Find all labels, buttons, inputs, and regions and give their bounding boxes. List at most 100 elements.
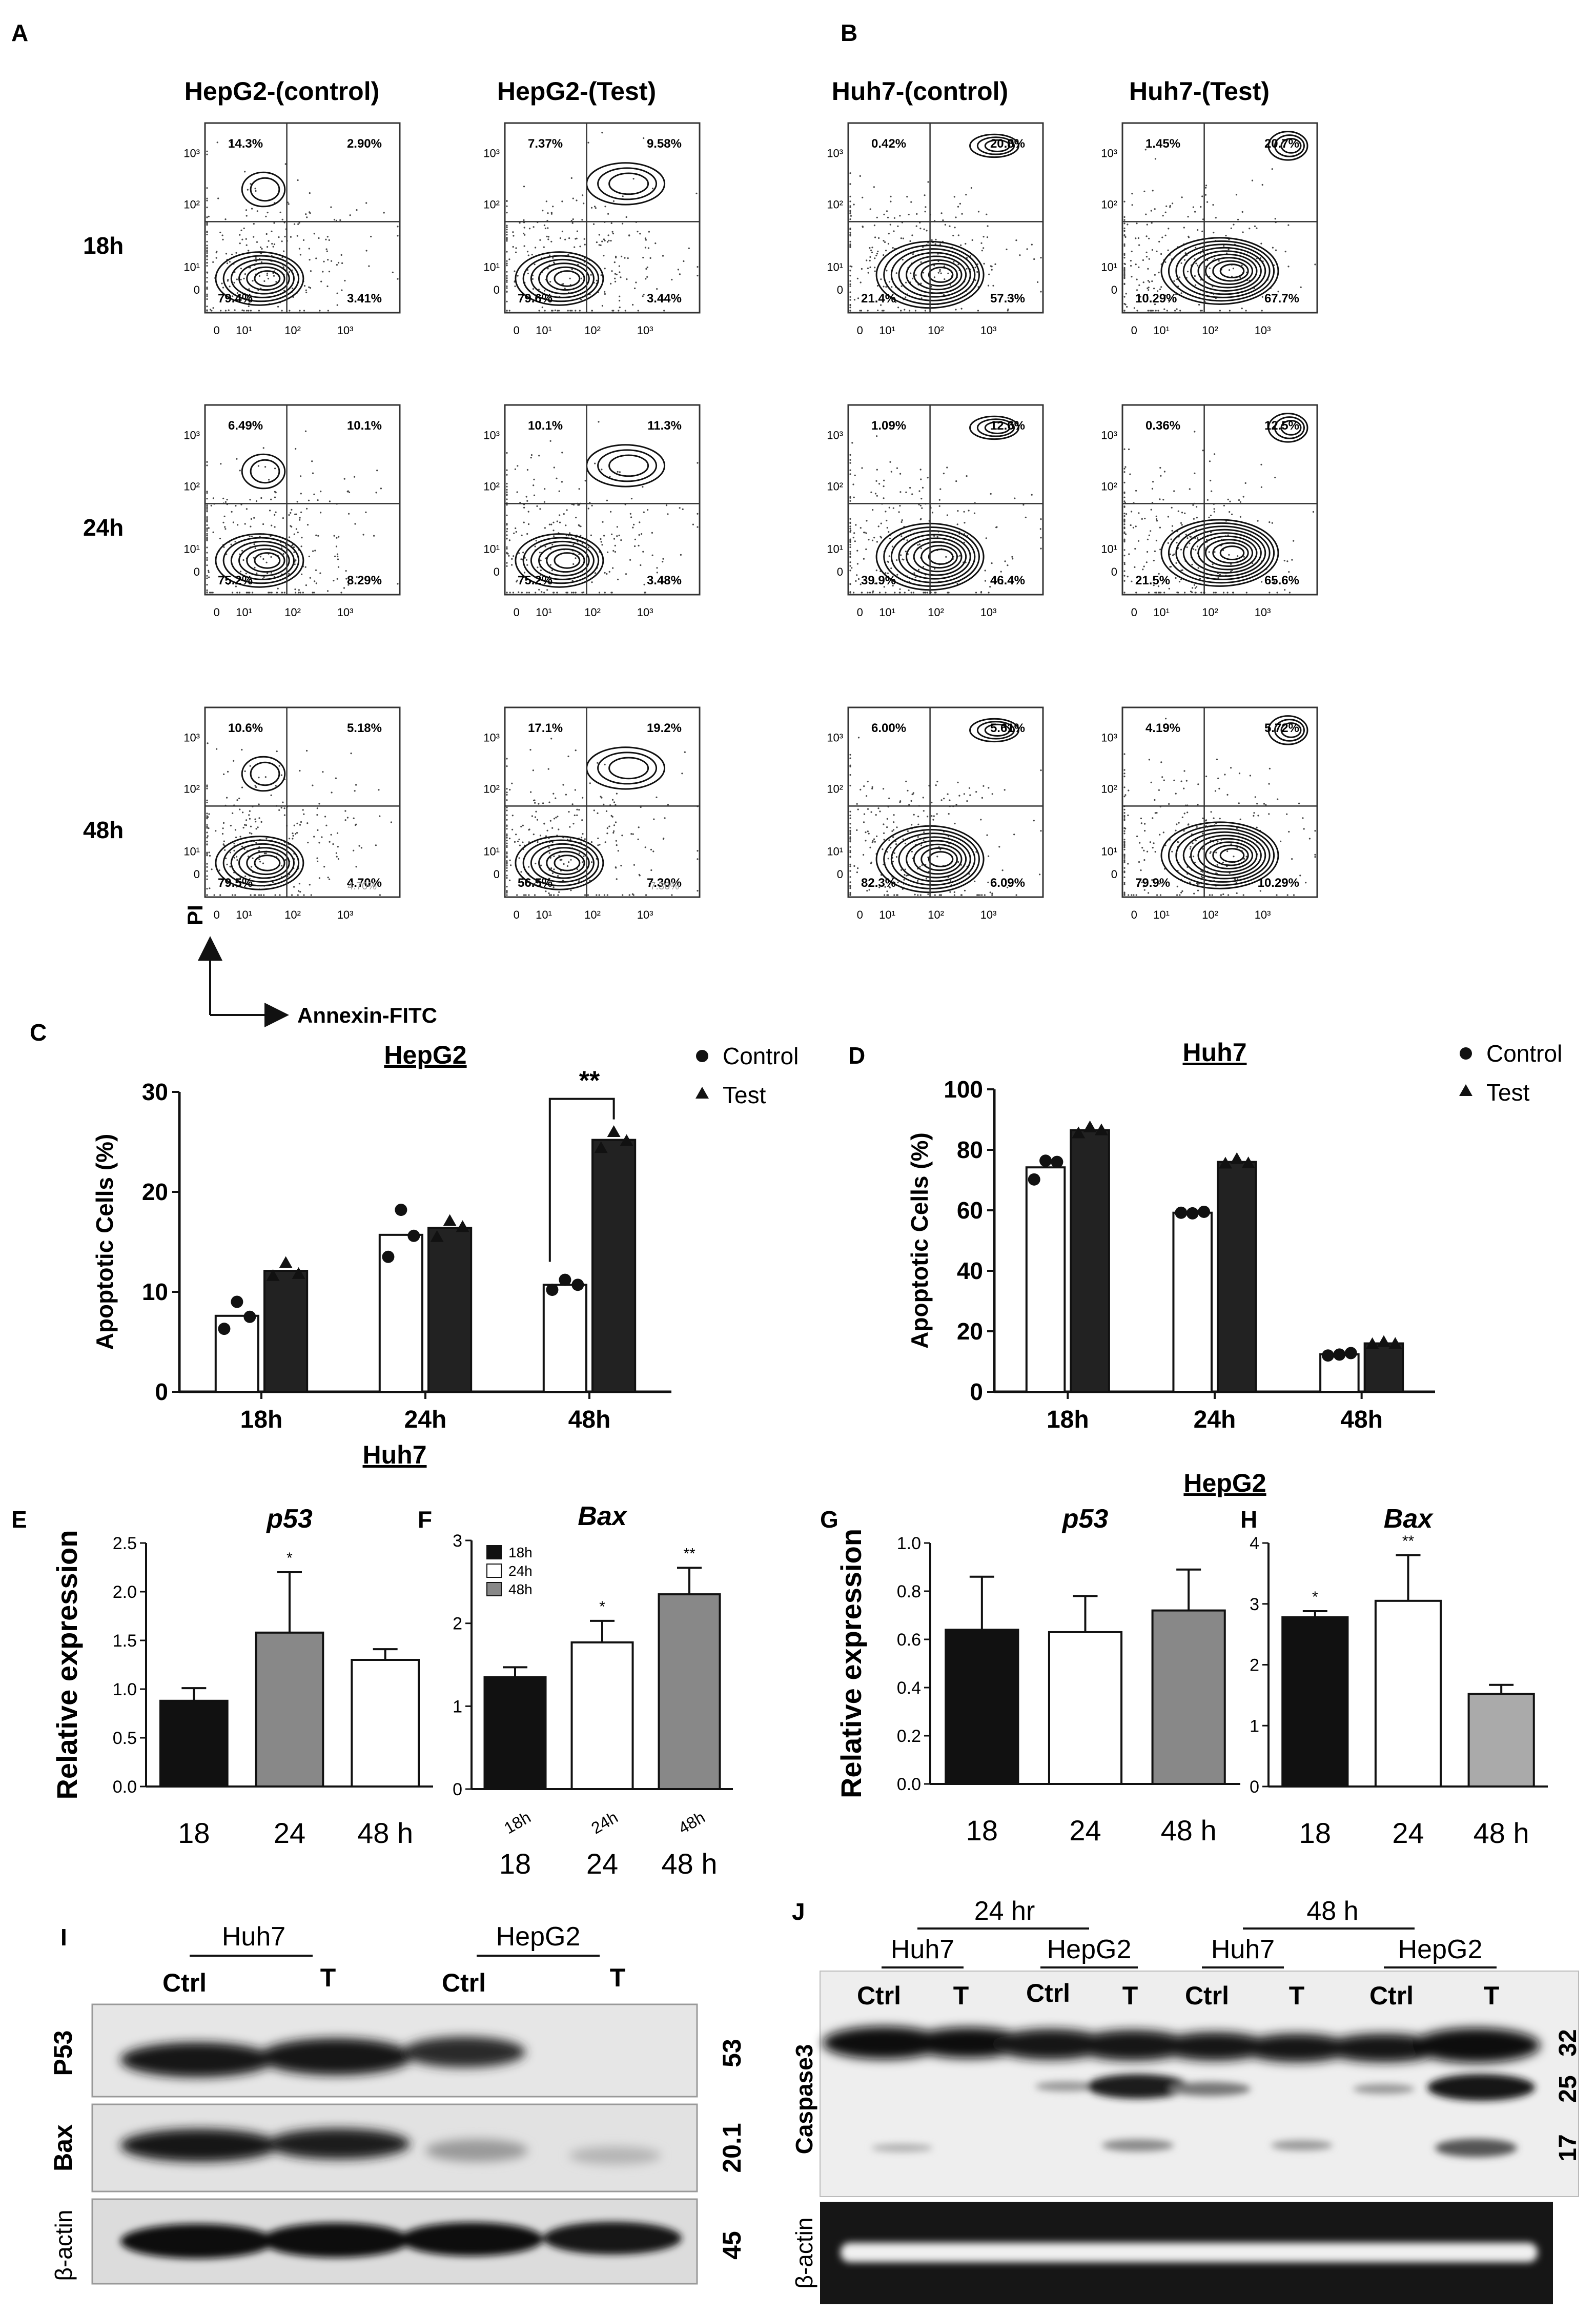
flow-event-dot	[506, 498, 508, 500]
flow-event-dot	[1123, 274, 1126, 276]
flow-event-dot	[506, 229, 508, 231]
flow-event-dot	[550, 867, 553, 869]
flow-event-dot	[869, 208, 871, 210]
flow-event-dot	[1291, 559, 1293, 561]
flow-event-dot	[535, 247, 537, 249]
flow-contour	[230, 540, 295, 580]
flow-event-dot	[871, 841, 873, 843]
flow-event-dot	[240, 268, 242, 270]
flow-event-dot	[506, 277, 508, 279]
x-tick-label: 48 h	[1161, 1814, 1217, 1846]
flow-event-dot	[553, 535, 555, 537]
flow-event-dot	[849, 183, 851, 185]
flow-event-dot	[1164, 211, 1167, 213]
flow-contour	[215, 836, 304, 890]
flow-event-dot	[511, 558, 513, 560]
flow-event-dot	[514, 841, 516, 843]
flow-event-dot	[208, 215, 210, 217]
flow-event-dot	[218, 869, 220, 871]
flow-event-dot	[551, 570, 553, 572]
flow-event-dot	[541, 591, 543, 593]
flow-event-dot	[530, 457, 532, 459]
flow-event-dot	[555, 817, 557, 819]
flow-event-dot	[506, 279, 508, 281]
flow-event-dot	[314, 550, 316, 552]
flow-event-dot	[548, 852, 550, 854]
flow-event-dot	[849, 473, 851, 475]
x-tick-label: 18	[178, 1817, 210, 1849]
flow-event-dot	[315, 257, 317, 259]
flow-event-dot	[305, 213, 307, 215]
flow-event-dot	[546, 829, 548, 831]
flow-event-dot	[1025, 516, 1027, 518]
flow-contour	[1182, 529, 1266, 577]
flow-event-dot	[590, 534, 592, 536]
flow-event-dot	[506, 291, 508, 293]
flow-event-dot	[1123, 526, 1126, 529]
flow-event-dot	[354, 790, 356, 792]
flow-event-dot	[1159, 526, 1161, 529]
flow-event-dot	[1165, 718, 1167, 720]
flow-event-dot	[919, 469, 922, 471]
flow-event-dot	[650, 848, 652, 850]
flow-contour	[920, 544, 958, 569]
flow-event-dot	[1188, 823, 1190, 825]
flow-event-dot	[862, 196, 864, 198]
flow-x-tick: 10³	[980, 606, 997, 619]
flow-event-dot	[849, 846, 851, 848]
flow-event-dot	[300, 475, 302, 477]
blot-i-header: Huh7 HepG2 Ctrl T Ctrl T	[162, 1922, 625, 1997]
flow-event-dot	[319, 572, 321, 574]
flow-event-dot	[877, 250, 879, 253]
flow-event-dot	[664, 817, 666, 819]
flow-event-dot	[610, 511, 612, 513]
flow-event-dot	[861, 467, 863, 469]
flow-event-dot	[558, 490, 560, 492]
flow-contour	[608, 454, 649, 477]
flow-event-dot	[1159, 498, 1161, 500]
flow-event-dot	[1123, 846, 1126, 848]
flow-quadrant-ll: 79.6%	[518, 292, 553, 306]
flow-event-dot	[1167, 516, 1169, 518]
y-tick-label: 1	[453, 1697, 462, 1716]
flow-event-dot	[297, 890, 300, 892]
flow-event-dot	[206, 231, 208, 233]
flow-event-dot	[253, 557, 255, 559]
flow-event-dot	[1216, 864, 1218, 866]
flow-event-dot	[860, 281, 862, 283]
flow-event-dot	[534, 799, 536, 801]
flow-y-tick: 10²	[827, 783, 843, 796]
flow-event-dot	[206, 851, 208, 854]
flow-event-dot	[227, 583, 229, 585]
flow-event-dot	[206, 516, 208, 518]
flow-event-dot	[853, 204, 855, 206]
flow-event-dot	[1152, 847, 1154, 849]
flow-event-dot	[1286, 894, 1288, 896]
flow-event-dot	[313, 592, 315, 594]
flow-event-dot	[974, 880, 976, 882]
flow-event-dot	[253, 236, 255, 238]
flow-event-dot	[376, 470, 378, 472]
flow-event-dot	[886, 826, 888, 828]
flow-event-dot	[1159, 288, 1161, 290]
flow-x-tick: 0	[1131, 324, 1137, 337]
flow-event-dot	[232, 521, 234, 523]
flow-event-dot	[572, 543, 575, 546]
blot-i-kda-45: 45	[718, 2231, 746, 2260]
x-tick-label: 24	[1069, 1814, 1101, 1846]
flow-event-dot	[522, 824, 524, 826]
flow-event-dot	[206, 815, 208, 817]
flow-event-dot	[244, 875, 247, 877]
flow-event-dot	[296, 501, 298, 503]
flow-event-dot	[849, 870, 851, 872]
flow-event-dot	[206, 224, 208, 226]
flow-event-dot	[1208, 551, 1210, 553]
flow-event-dot	[1202, 450, 1204, 452]
flow-event-dot	[511, 564, 513, 566]
blot-i-lane-3: Ctrl	[442, 1968, 486, 1997]
flow-event-dot	[604, 293, 606, 295]
flow-event-dot	[224, 218, 227, 220]
flow-event-dot	[236, 856, 238, 858]
flow-contour	[1197, 535, 1258, 571]
